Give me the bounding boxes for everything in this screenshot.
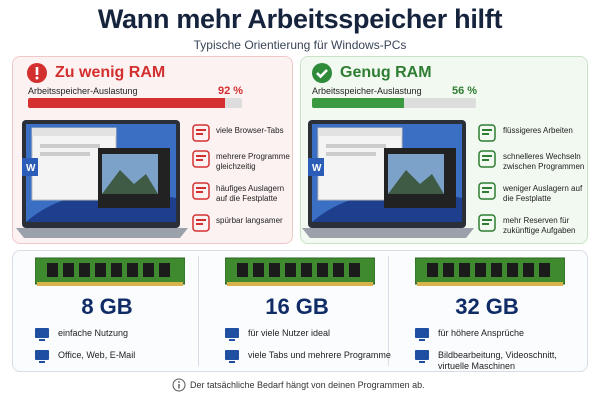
- ram-stick: [414, 256, 566, 293]
- ram-stick: [34, 256, 186, 293]
- item-icon: [192, 150, 210, 173]
- item-icon: [478, 214, 496, 237]
- icon: [192, 150, 210, 168]
- check-icon: [312, 63, 332, 83]
- item-text: viele Browser-Tabs: [216, 126, 284, 135]
- usage-track: [28, 98, 242, 108]
- panel-heading: Genug RAM: [340, 64, 432, 81]
- item-text: flüssigeres Arbeiten: [503, 126, 573, 135]
- subtitle: Typische Orientierung für Windows-PCs: [193, 38, 407, 52]
- icon: [192, 124, 210, 142]
- item-text: spürbar langsamer: [216, 216, 283, 225]
- icon: [192, 214, 210, 232]
- use-icon: [414, 326, 430, 347]
- ram-size: 32 GB: [455, 294, 519, 319]
- item-icon: [478, 182, 496, 205]
- ram-size: 8 GB: [81, 294, 133, 319]
- usage-track: [312, 98, 476, 108]
- usage-label: Arbeitsspeicher-Auslastung: [312, 86, 422, 96]
- item-text: häufiges Auslagern auf die Festplatte: [216, 184, 285, 203]
- use-icon: [224, 326, 240, 347]
- usage-percent: 92 %: [218, 85, 244, 97]
- ram-module: [414, 257, 566, 286]
- use-text: für viele Nutzer ideal: [248, 328, 331, 338]
- ram-module: [224, 257, 376, 286]
- divider: [198, 256, 199, 366]
- icon: [35, 328, 49, 341]
- svg-text:W: W: [312, 163, 322, 174]
- icon: [225, 350, 239, 363]
- icon: [478, 124, 496, 142]
- item-text: schnelleres Wechseln zwischen Programmen: [503, 152, 585, 171]
- laptop-illustration: W: [302, 120, 474, 238]
- use-icon: [414, 348, 430, 369]
- divider: [388, 256, 389, 366]
- svg-text:W: W: [26, 163, 36, 174]
- item-icon: [478, 124, 496, 147]
- icon: [192, 182, 210, 200]
- ram-stick: [224, 256, 376, 293]
- usage-bar: [312, 98, 404, 108]
- warning-icon: [27, 63, 47, 83]
- item-text: weniger Auslagern auf die Festplatte: [503, 184, 583, 203]
- title: Wann mehr Arbeitsspeicher hilft: [97, 4, 503, 34]
- icon: [415, 328, 429, 341]
- footnote: Der tatsächliche Bedarf hängt von deinen…: [190, 380, 425, 390]
- item-text: mehr Reserven für zukünftige Aufgaben: [503, 216, 576, 235]
- ram-size: 16 GB: [265, 294, 329, 319]
- item-icon: [478, 150, 496, 173]
- use-text: Bildbearbeitung, Videoschnitt, virtuelle…: [438, 350, 557, 371]
- use-icon: [34, 348, 50, 369]
- use-text: einfache Nutzung: [58, 328, 129, 338]
- use-text: Office, Web, E-Mail: [58, 350, 136, 360]
- icon: [225, 328, 239, 341]
- item-icon: [192, 124, 210, 147]
- use-icon: [224, 348, 240, 369]
- usage-label: Arbeitsspeicher-Auslastung: [28, 86, 138, 96]
- ram-module: [34, 257, 186, 286]
- info-icon: [172, 378, 186, 392]
- icon: [35, 350, 49, 363]
- icon: [478, 214, 496, 232]
- panel-heading: Zu wenig RAM: [55, 64, 166, 81]
- use-text: viele Tabs und mehrere Programme: [248, 350, 391, 360]
- use-icon: [34, 326, 50, 347]
- icon: [478, 182, 496, 200]
- usage-bar: [28, 98, 225, 108]
- item-icon: [192, 214, 210, 237]
- icon: [415, 350, 429, 363]
- item-icon: [192, 182, 210, 205]
- icon: [478, 150, 496, 168]
- usage-percent: 56 %: [452, 85, 478, 97]
- use-text: für höhere Ansprüche: [438, 328, 525, 338]
- item-text: mehrere Programme gleichzeitig: [216, 152, 290, 171]
- laptop-illustration: W: [16, 120, 188, 238]
